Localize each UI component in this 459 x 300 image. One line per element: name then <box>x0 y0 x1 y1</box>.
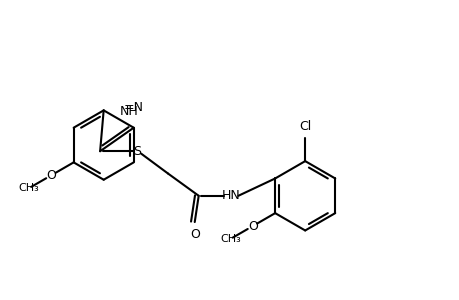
Text: CH₃: CH₃ <box>220 234 241 244</box>
Text: S: S <box>133 145 141 158</box>
Text: O: O <box>190 227 199 241</box>
Text: Cl: Cl <box>298 120 311 133</box>
Text: HN: HN <box>221 189 240 202</box>
Text: O: O <box>247 220 257 232</box>
Text: CH₃: CH₃ <box>19 183 39 193</box>
Text: NH: NH <box>119 105 138 118</box>
Text: O: O <box>46 169 56 182</box>
Text: =N: =N <box>123 101 143 114</box>
